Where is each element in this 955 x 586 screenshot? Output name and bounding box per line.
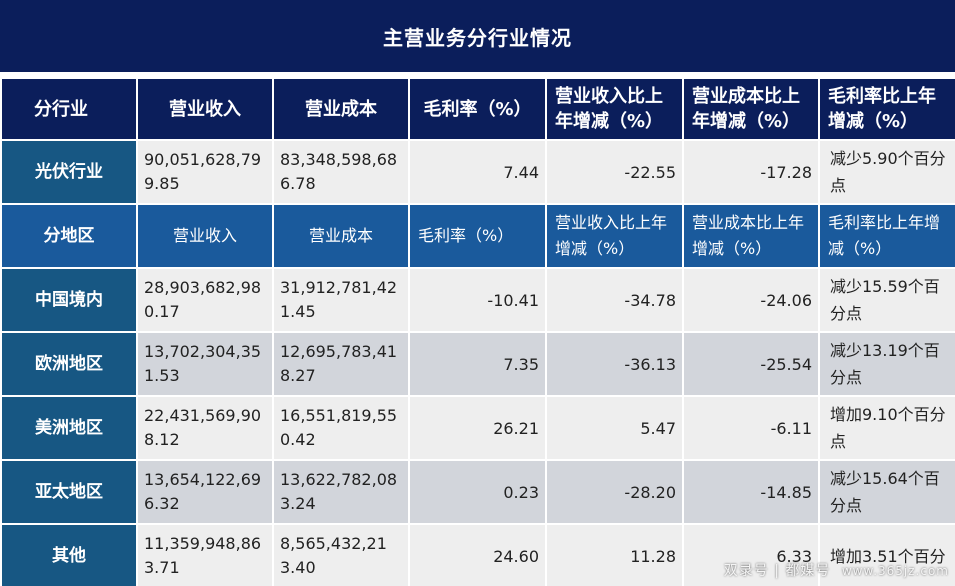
revenue-change-cell: 5.47 — [545, 395, 684, 461]
margin-cell: -10.41 — [408, 267, 547, 333]
header-cell: 营业成本 — [272, 77, 410, 141]
row-label: 亚太地区 — [0, 459, 138, 525]
margin-change-cell: 减少15.59个百分点 — [818, 267, 955, 333]
region-header-row: 分地区 营业收入 营业成本 毛利率（%） 营业收入比上年增减（%） 营业成本比上… — [0, 203, 955, 269]
region-header-cell: 营业收入 — [136, 203, 274, 269]
region-header-cell: 毛利率（%） — [408, 203, 547, 269]
margin-change-cell: 减少5.90个百分点 — [818, 139, 955, 205]
revenue-cell: 11,359,948,863.71 — [136, 523, 274, 586]
header-cell: 营业成本比上年增减（%） — [682, 77, 820, 141]
revenue-cell: 90,051,628,799.85 — [136, 139, 274, 205]
region-header-cell: 营业收入比上年增减（%） — [545, 203, 684, 269]
header-cell: 营业收入比上年增减（%） — [545, 77, 684, 141]
header-cell: 分行业 — [0, 77, 138, 141]
row-label: 中国境内 — [0, 267, 138, 333]
row-label: 其他 — [0, 523, 138, 586]
revenue-cell: 28,903,682,980.17 — [136, 267, 274, 333]
watermark-text: 双录号 | 都媒号 — [723, 563, 831, 579]
cost-change-cell: -25.54 — [682, 331, 820, 397]
revenue-change-cell: -36.13 — [545, 331, 684, 397]
row-label: 美洲地区 — [0, 395, 138, 461]
margin-cell: 7.44 — [408, 139, 547, 205]
cost-cell: 83,348,598,686.78 — [272, 139, 410, 205]
industry-table: 分行业 营业收入 营业成本 毛利率（%） 营业收入比上年增减（%） 营业成本比上… — [0, 77, 955, 586]
region-header-cell: 分地区 — [0, 203, 138, 269]
margin-cell: 7.35 — [408, 331, 547, 397]
revenue-cell: 13,654,122,696.32 — [136, 459, 274, 525]
revenue-cell: 13,702,304,351.53 — [136, 331, 274, 397]
cost-cell: 31,912,781,421.45 — [272, 267, 410, 333]
region-header-cell: 毛利率比上年增减（%） — [818, 203, 955, 269]
region-row: 其他 11,359,948,863.71 8,565,432,213.40 24… — [0, 523, 955, 586]
header-cell: 毛利率比上年增减（%） — [818, 77, 955, 141]
margin-cell: 26.21 — [408, 395, 547, 461]
cost-change-cell: 6.33 — [682, 523, 820, 586]
revenue-cell: 22,431,569,908.12 — [136, 395, 274, 461]
industry-row: 光伏行业 90,051,628,799.85 83,348,598,686.78… — [0, 139, 955, 205]
region-header-cell: 营业成本比上年增减（%） — [682, 203, 820, 269]
revenue-change-cell: 11.28 — [545, 523, 684, 586]
margin-change-cell: 增加3.51个百分 — [818, 523, 955, 586]
row-label: 欧洲地区 — [0, 331, 138, 397]
revenue-change-cell: -34.78 — [545, 267, 684, 333]
region-header-cell: 营业成本 — [272, 203, 410, 269]
header-cell: 营业收入 — [136, 77, 274, 141]
cost-cell: 12,695,783,418.27 — [272, 331, 410, 397]
margin-change-cell: 减少15.64个百分点 — [818, 459, 955, 525]
header-cell: 毛利率（%） — [408, 77, 547, 141]
cost-cell: 16,551,819,550.42 — [272, 395, 410, 461]
cost-change-cell: -14.85 — [682, 459, 820, 525]
margin-cell: 0.23 — [408, 459, 547, 525]
watermark: 双录号 | 都媒号 www.365jz.com — [724, 560, 949, 580]
cost-change-cell: -24.06 — [682, 267, 820, 333]
region-row: 亚太地区 13,654,122,696.32 13,622,782,083.24… — [0, 459, 955, 525]
cost-cell: 13,622,782,083.24 — [272, 459, 410, 525]
revenue-change-cell: -28.20 — [545, 459, 684, 525]
region-row: 美洲地区 22,431,569,908.12 16,551,819,550.42… — [0, 395, 955, 461]
table-title: 主营业务分行业情况 — [0, 0, 955, 72]
header-row: 分行业 营业收入 营业成本 毛利率（%） 营业收入比上年增减（%） 营业成本比上… — [0, 77, 955, 141]
margin-cell: 24.60 — [408, 523, 547, 586]
cost-cell: 8,565,432,213.40 — [272, 523, 410, 586]
region-row: 欧洲地区 13,702,304,351.53 12,695,783,418.27… — [0, 331, 955, 397]
cost-change-cell: -17.28 — [682, 139, 820, 205]
watermark-url: www.365jz.com — [841, 564, 949, 578]
region-row: 中国境内 28,903,682,980.17 31,912,781,421.45… — [0, 267, 955, 333]
margin-change-cell: 增加9.10个百分点 — [818, 395, 955, 461]
divider — [0, 72, 955, 77]
revenue-change-cell: -22.55 — [545, 139, 684, 205]
row-label: 光伏行业 — [0, 139, 138, 205]
cost-change-cell: -6.11 — [682, 395, 820, 461]
margin-change-cell: 减少13.19个百分点 — [818, 331, 955, 397]
